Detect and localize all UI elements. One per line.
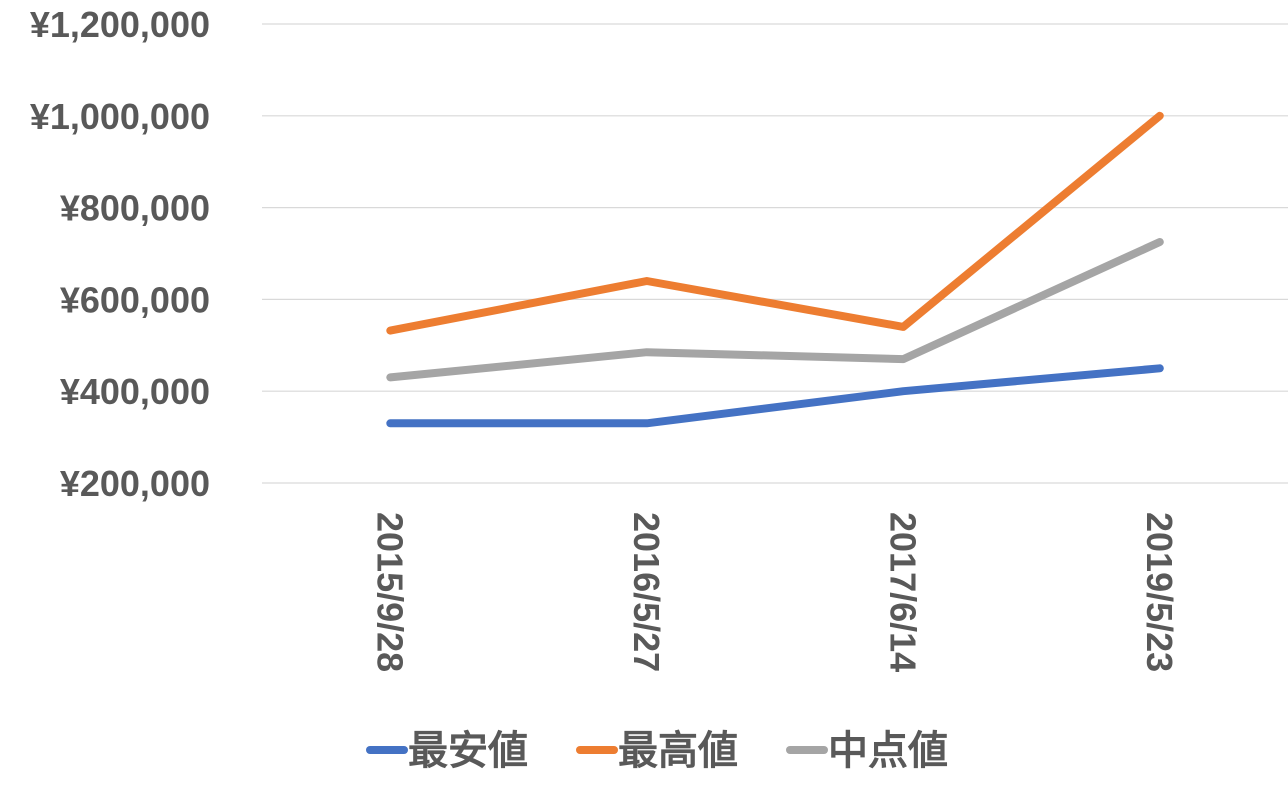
data-point	[1156, 365, 1163, 372]
series-line-1	[386, 364, 1164, 428]
x-tick-label: 2016/5/27	[626, 512, 667, 672]
data-point	[900, 323, 907, 330]
data-point	[387, 374, 394, 381]
y-axis-ticks: ¥200,000 ¥400,000 ¥600,000 ¥800,000 ¥1,000,0…	[30, 4, 210, 504]
series-line-2	[386, 111, 1164, 335]
data-point	[643, 420, 650, 427]
data-point	[387, 327, 394, 334]
series-lines	[386, 111, 1164, 428]
legend: 最安値 最高値 中点値	[366, 729, 948, 773]
data-point	[1156, 112, 1163, 119]
legend-label: 最高値	[618, 729, 738, 773]
data-point	[643, 278, 650, 285]
x-axis-ticks: 2015/9/28 2016/5/27 2017/6/14 2019/5/23	[369, 512, 1180, 672]
y-tick-label: ¥400,000	[60, 371, 210, 412]
legend-item: 最安値	[366, 729, 528, 773]
y-tick-label: ¥1,200,000	[30, 4, 210, 45]
legend-label: 中点値	[828, 729, 948, 773]
legend-item: 中点値	[786, 729, 948, 773]
y-tick-label: ¥600,000	[60, 279, 210, 320]
data-point	[1156, 239, 1163, 246]
legend-item: 最高値	[576, 729, 738, 773]
data-point	[900, 388, 907, 395]
data-point	[387, 420, 394, 427]
series-line-3	[386, 238, 1164, 382]
x-tick-label: 2017/6/14	[882, 512, 923, 672]
y-tick-label: ¥200,000	[60, 463, 210, 504]
data-point	[900, 356, 907, 363]
x-tick-label: 2015/9/28	[369, 512, 410, 672]
y-tick-label: ¥1,000,000	[30, 96, 210, 137]
gridlines	[262, 23, 1288, 484]
data-point	[643, 349, 650, 356]
legend-label: 最安値	[408, 729, 528, 773]
x-tick-label: 2019/5/23	[1139, 512, 1180, 672]
y-tick-label: ¥800,000	[60, 188, 210, 229]
